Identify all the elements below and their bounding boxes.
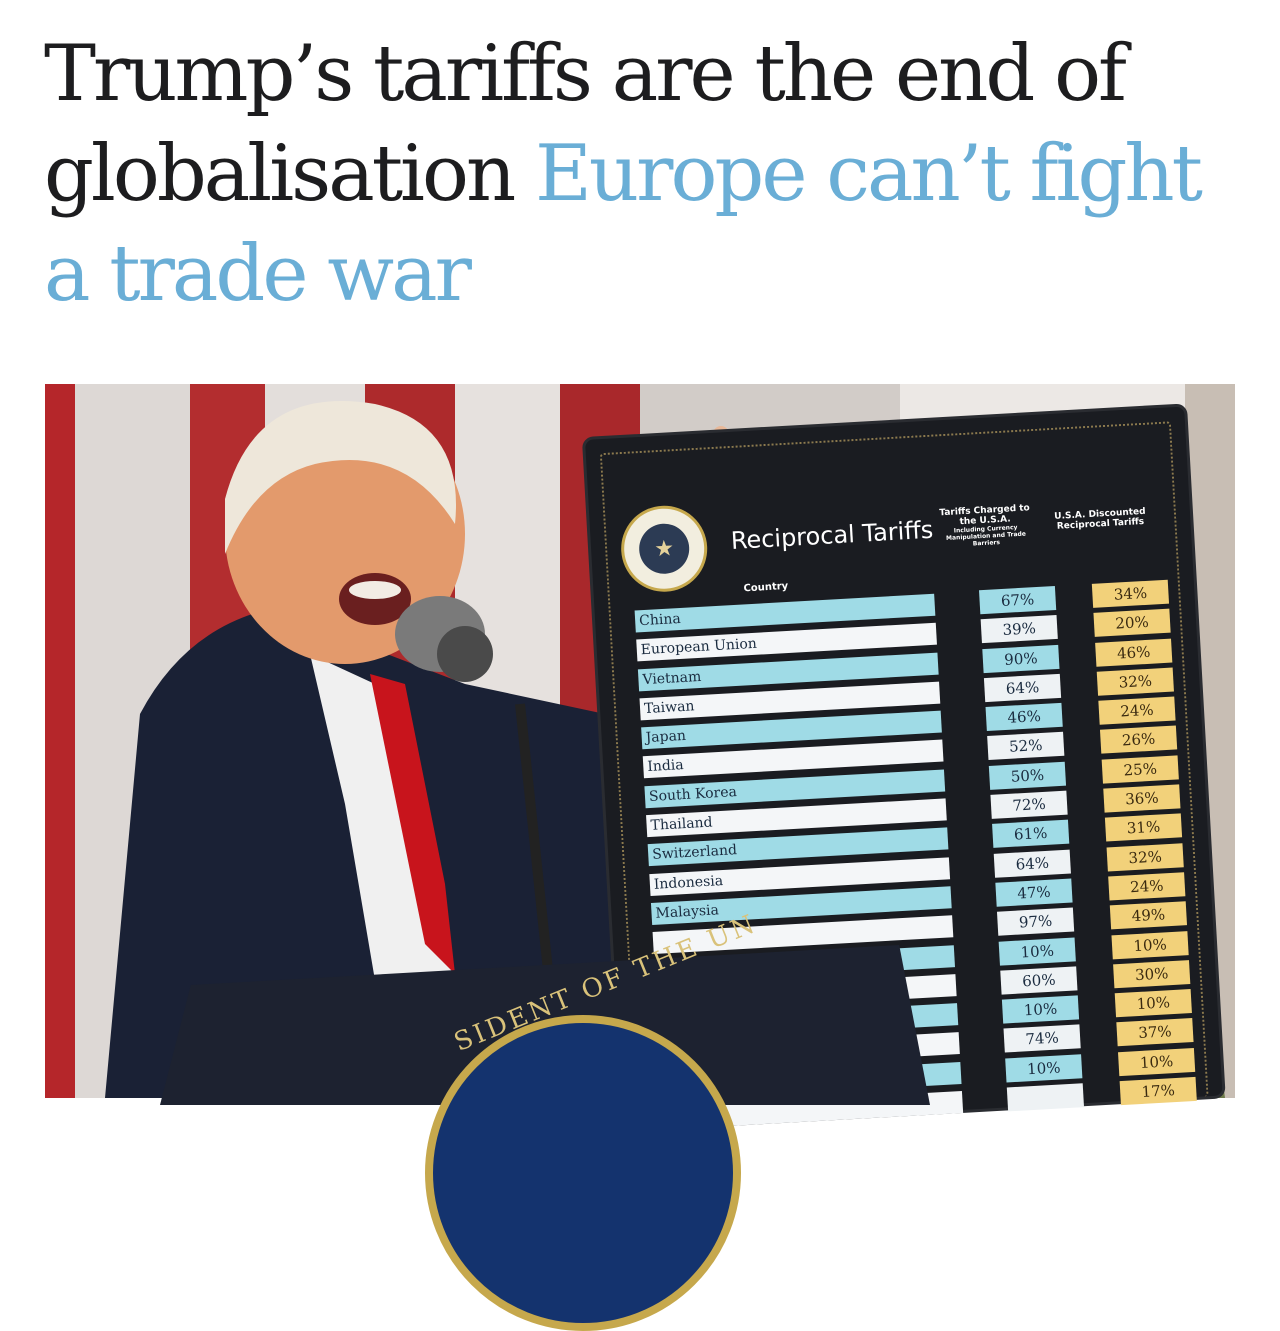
discounted-cell: 30% bbox=[1113, 959, 1191, 989]
discounted-cell: 32% bbox=[1096, 667, 1174, 696]
discounted-cell: 24% bbox=[1108, 872, 1186, 901]
charged-cell: 90% bbox=[982, 644, 1060, 673]
charged-cell: 47% bbox=[995, 878, 1073, 907]
charged-cell: 64% bbox=[983, 673, 1062, 702]
discounted-cell: 24% bbox=[1098, 696, 1176, 725]
discounted-cell: 10% bbox=[1114, 989, 1192, 1018]
discounted-cell: 17% bbox=[1119, 1076, 1197, 1106]
charged-cell: 60% bbox=[1000, 966, 1078, 995]
charged-cell: 50% bbox=[988, 761, 1067, 790]
charged-cell: 64% bbox=[993, 849, 1071, 878]
discounted-cell: 10% bbox=[1111, 930, 1189, 959]
charged-cell: 10% bbox=[998, 937, 1076, 966]
discounted-cell: 32% bbox=[1106, 842, 1184, 872]
charged-cell: 10% bbox=[1005, 1054, 1083, 1083]
podium-seal-icon bbox=[425, 1015, 741, 1331]
related-article-link[interactable]: Europe can’t fight a trade war bbox=[44, 129, 1203, 319]
charged-cell bbox=[1006, 1083, 1085, 1112]
charged-cell: 46% bbox=[985, 703, 1063, 732]
charged-cell: 67% bbox=[979, 585, 1057, 615]
discounted-cell: 10% bbox=[1117, 1047, 1196, 1076]
discounted-cell: 34% bbox=[1091, 579, 1170, 608]
charged-column-header: Tariffs Charged to the U.S.A. Including C… bbox=[934, 503, 1036, 550]
charged-cell: 10% bbox=[1001, 995, 1080, 1024]
discounted-cell: 37% bbox=[1116, 1018, 1194, 1047]
headline-text: Trump’s tariffs are the end of globalisa… bbox=[44, 29, 1127, 219]
charged-cell: 39% bbox=[980, 615, 1058, 644]
discounted-cell: 49% bbox=[1109, 901, 1188, 930]
discounted-cell: 36% bbox=[1103, 784, 1181, 813]
discounted-cell: 20% bbox=[1093, 608, 1171, 638]
discounted-cell: 46% bbox=[1095, 638, 1173, 667]
discounted-cell: 25% bbox=[1101, 755, 1179, 784]
charged-cell: 61% bbox=[992, 820, 1070, 849]
discounted-cell: 26% bbox=[1100, 725, 1178, 755]
discounted-cell: 31% bbox=[1104, 813, 1183, 842]
charged-cell: 52% bbox=[987, 732, 1065, 761]
article-headline: Trump’s tariffs are the end of globalisa… bbox=[44, 24, 1244, 324]
charged-cell: 74% bbox=[1003, 1024, 1081, 1053]
charged-cell: 72% bbox=[990, 790, 1068, 819]
charged-cell: 97% bbox=[996, 907, 1075, 936]
